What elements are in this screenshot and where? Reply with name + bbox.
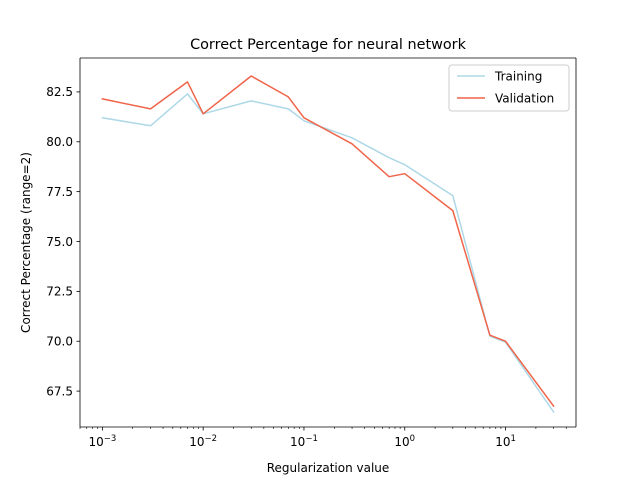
chart-title: Correct Percentage for neural network [190, 37, 466, 53]
series-line-validation [101, 75, 555, 408]
x-tick-label: 100 [394, 434, 415, 449]
x-axis-label: Regularization value [267, 461, 390, 475]
y-tick-label: 82.5 [46, 85, 73, 99]
y-tick-label: 77.5 [46, 185, 73, 199]
series-layer [101, 75, 555, 414]
y-tick-label: 80.0 [46, 135, 73, 149]
legend: Training Validation [448, 64, 570, 112]
legend-label-validation: Validation [495, 92, 554, 106]
y-tick-label: 70.0 [46, 335, 73, 349]
y-tick-label: 75.0 [46, 235, 73, 249]
x-tick-label: 101 [495, 434, 516, 449]
x-tick-label: 10−2 [189, 434, 217, 449]
plot-background [80, 58, 576, 427]
x-axis-ticks: 10−3 10−2 10−1 100 101 [79, 427, 567, 449]
axes-frame [79, 57, 577, 428]
y-tick-label: 72.5 [46, 285, 73, 299]
plot-area [80, 58, 576, 427]
y-axis-label: Correct Percentage (range=2) [19, 152, 33, 333]
x-tick-label: 10−1 [290, 434, 318, 449]
legend-label-training: Training [494, 70, 542, 84]
x-tick-label: 10−3 [88, 434, 116, 449]
y-tick-label: 67.5 [46, 384, 73, 398]
y-axis-ticks: 67.5 70.0 72.5 75.0 77.5 80.0 82.5 [46, 85, 80, 398]
